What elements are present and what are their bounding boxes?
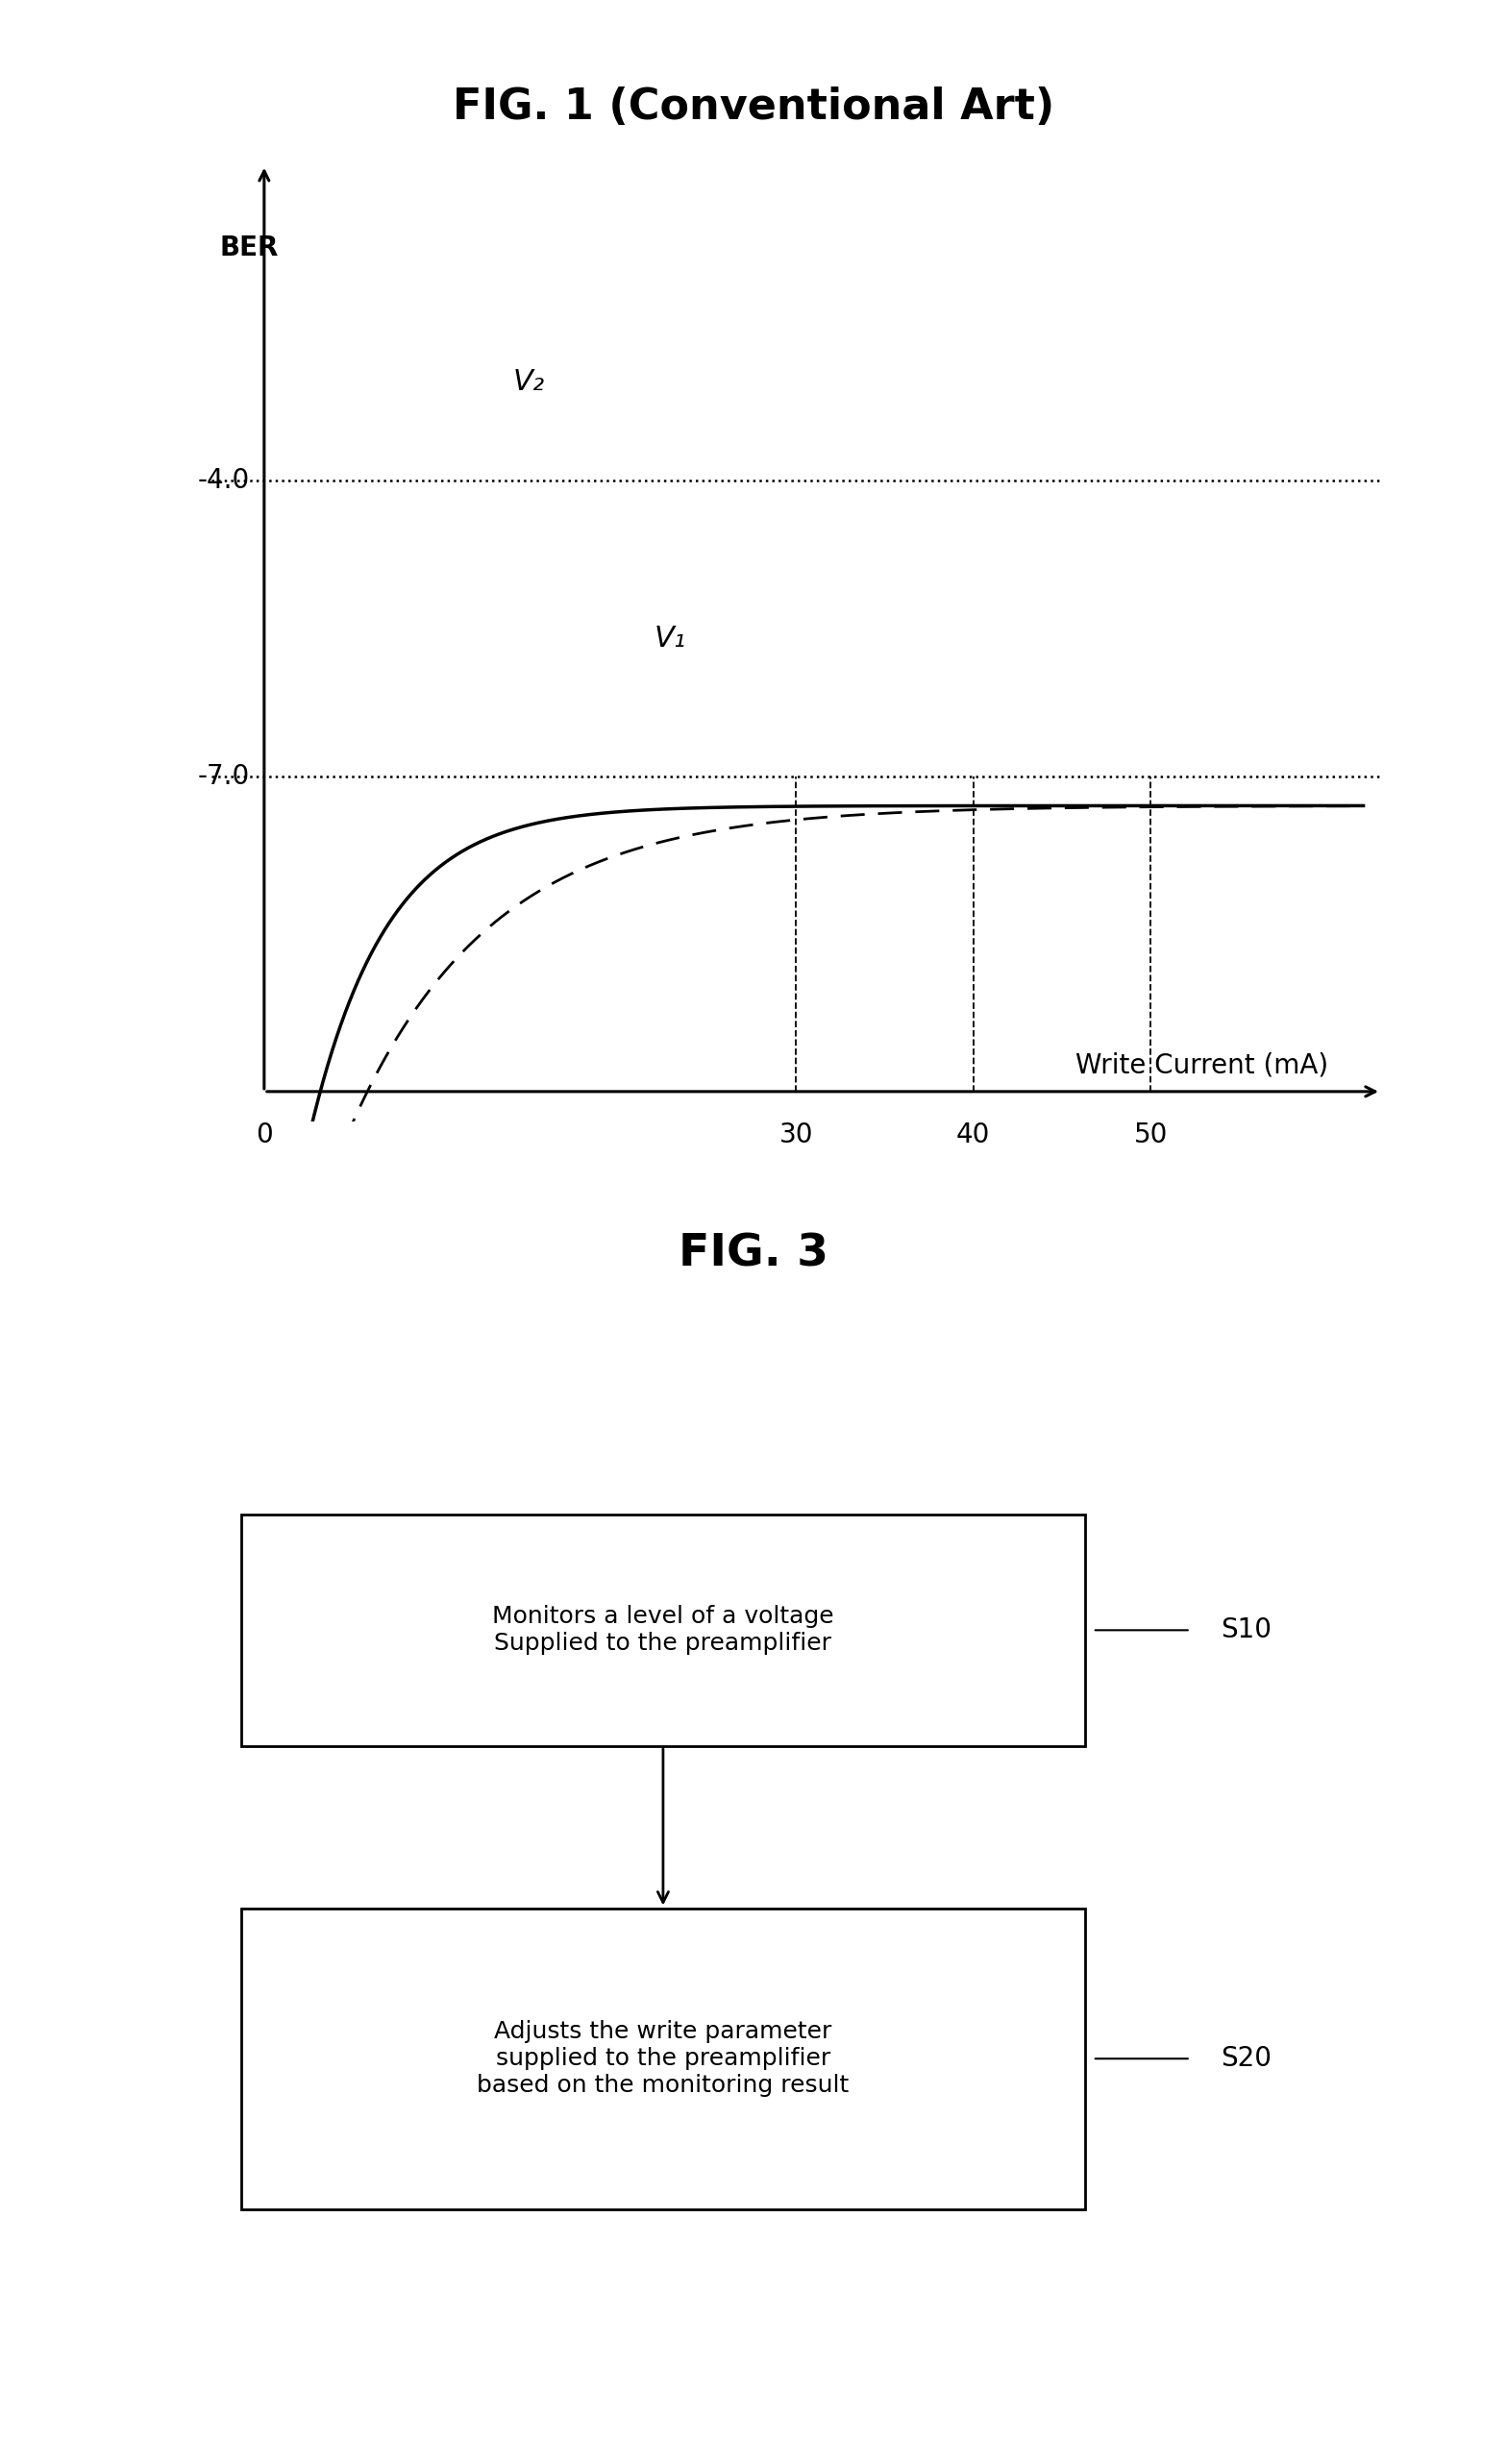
Text: S20: S20 bbox=[1221, 2045, 1272, 2072]
Text: 50: 50 bbox=[1133, 1121, 1168, 1148]
FancyBboxPatch shape bbox=[241, 1907, 1085, 2210]
Text: 40: 40 bbox=[957, 1121, 990, 1148]
Text: V₁: V₁ bbox=[654, 623, 686, 653]
Text: Adjusts the write parameter
supplied to the preamplifier
based on the monitoring: Adjusts the write parameter supplied to … bbox=[478, 2020, 848, 2097]
Text: -4.0: -4.0 bbox=[197, 468, 250, 493]
Text: S10: S10 bbox=[1221, 1616, 1272, 1643]
Text: Monitors a level of a voltage
Supplied to the preamplifier: Monitors a level of a voltage Supplied t… bbox=[493, 1604, 833, 1656]
Text: 0: 0 bbox=[256, 1121, 273, 1148]
Text: FIG. 1 (Conventional Art): FIG. 1 (Conventional Art) bbox=[452, 86, 1055, 128]
Text: -7.0: -7.0 bbox=[197, 764, 250, 788]
Text: V₂: V₂ bbox=[512, 367, 544, 397]
FancyBboxPatch shape bbox=[241, 1515, 1085, 1747]
Text: FIG. 3: FIG. 3 bbox=[678, 1232, 829, 1276]
Text: 30: 30 bbox=[779, 1121, 814, 1148]
Text: Write Current (mA): Write Current (mA) bbox=[1074, 1052, 1328, 1079]
Text: BER: BER bbox=[220, 234, 279, 261]
